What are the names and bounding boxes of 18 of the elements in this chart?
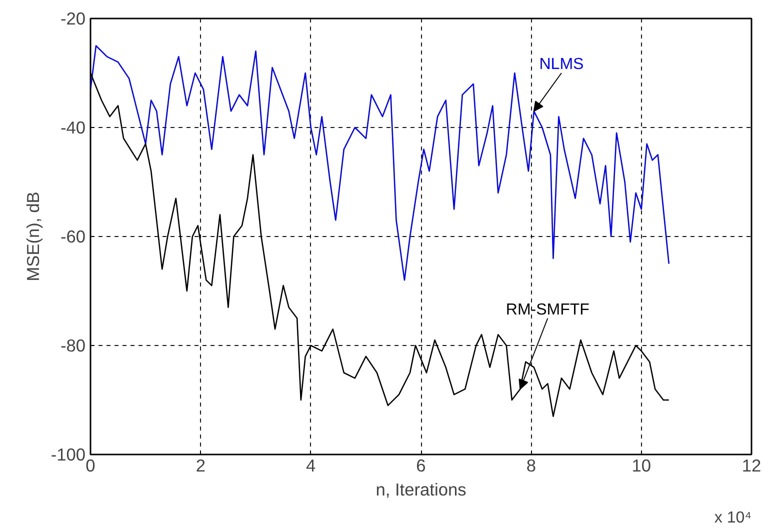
y-tick-label: -20	[60, 8, 86, 28]
x-tick-label: 6	[416, 456, 426, 476]
x-tick-label: 10	[632, 456, 651, 476]
x-tick-label: 0	[86, 456, 96, 476]
y-tick-label: -100	[50, 444, 86, 464]
x-tick-label: 2	[196, 456, 206, 476]
x-tick-label: 12	[742, 456, 762, 476]
text: x 10⁴	[714, 510, 752, 526]
x-tick-label: 4	[306, 456, 316, 476]
series-label: RM-SMFTF	[506, 301, 590, 318]
y-tick-label: -40	[60, 118, 86, 138]
y-tick-label: -60	[60, 226, 86, 246]
y-axis-title: MSE(n), dB	[22, 192, 43, 282]
y-tick-label: -80	[60, 336, 86, 356]
x-tick-label: 8	[526, 456, 536, 476]
x-axis-title: n, Iterations	[376, 480, 467, 500]
line-series	[90, 45, 670, 281]
series-label: NLMS	[539, 56, 584, 73]
